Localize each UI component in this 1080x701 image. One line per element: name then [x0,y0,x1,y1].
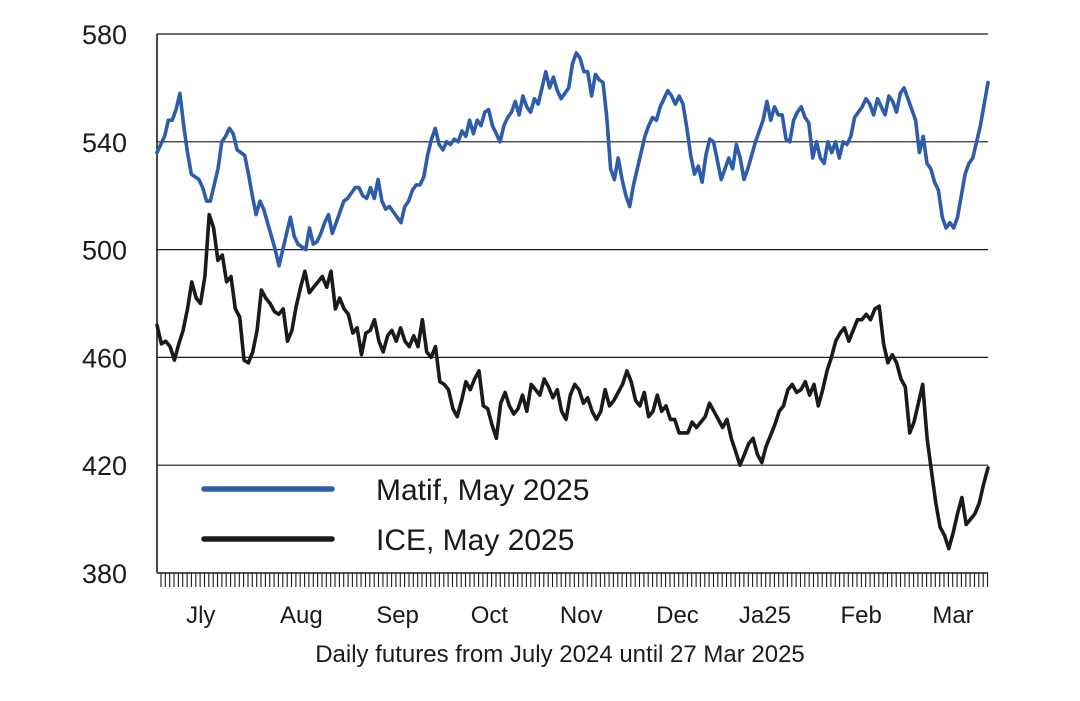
series-lines [155,51,990,551]
x-tick-label-nov: Nov [560,602,603,629]
y-axis-tick-labels: 380 420 460 500 540 580 [82,20,127,589]
series-line-matif [155,51,990,268]
x-tick-label-aug: Aug [280,602,323,629]
y-tick-label-420: 420 [82,451,127,481]
series-line-ice [155,212,990,551]
y-tick-label-500: 500 [82,236,127,266]
y-tick-label-380: 380 [82,559,127,589]
legend-label-ice: ICE, May 2025 [376,524,574,557]
y-tick-label-580: 580 [82,20,127,50]
x-tick-label-feb: Feb [840,602,881,629]
x-tick-label-jly: Jly [186,602,215,629]
x-tick-label-oct: Oct [471,602,509,629]
x-tick-label-ja25: Ja25 [739,602,791,629]
x-tick-label-dec: Dec [656,602,699,629]
legend: Matif, May 2025 ICE, May 2025 [201,474,589,557]
x-axis-month-labels: Jly Aug Sep Oct Nov Dec Ja25 Feb Mar [186,602,974,629]
y-tick-label-540: 540 [82,128,127,158]
x-axis-minor-ticks [160,573,989,587]
y-tick-label-460: 460 [82,343,127,373]
legend-label-matif: Matif, May 2025 [376,474,589,507]
x-axis-caption: Daily futures from July 2024 until 27 Ma… [315,641,805,668]
axes [156,34,989,587]
x-tick-label-sep: Sep [376,602,419,629]
x-tick-label-mar: Mar [932,602,973,629]
